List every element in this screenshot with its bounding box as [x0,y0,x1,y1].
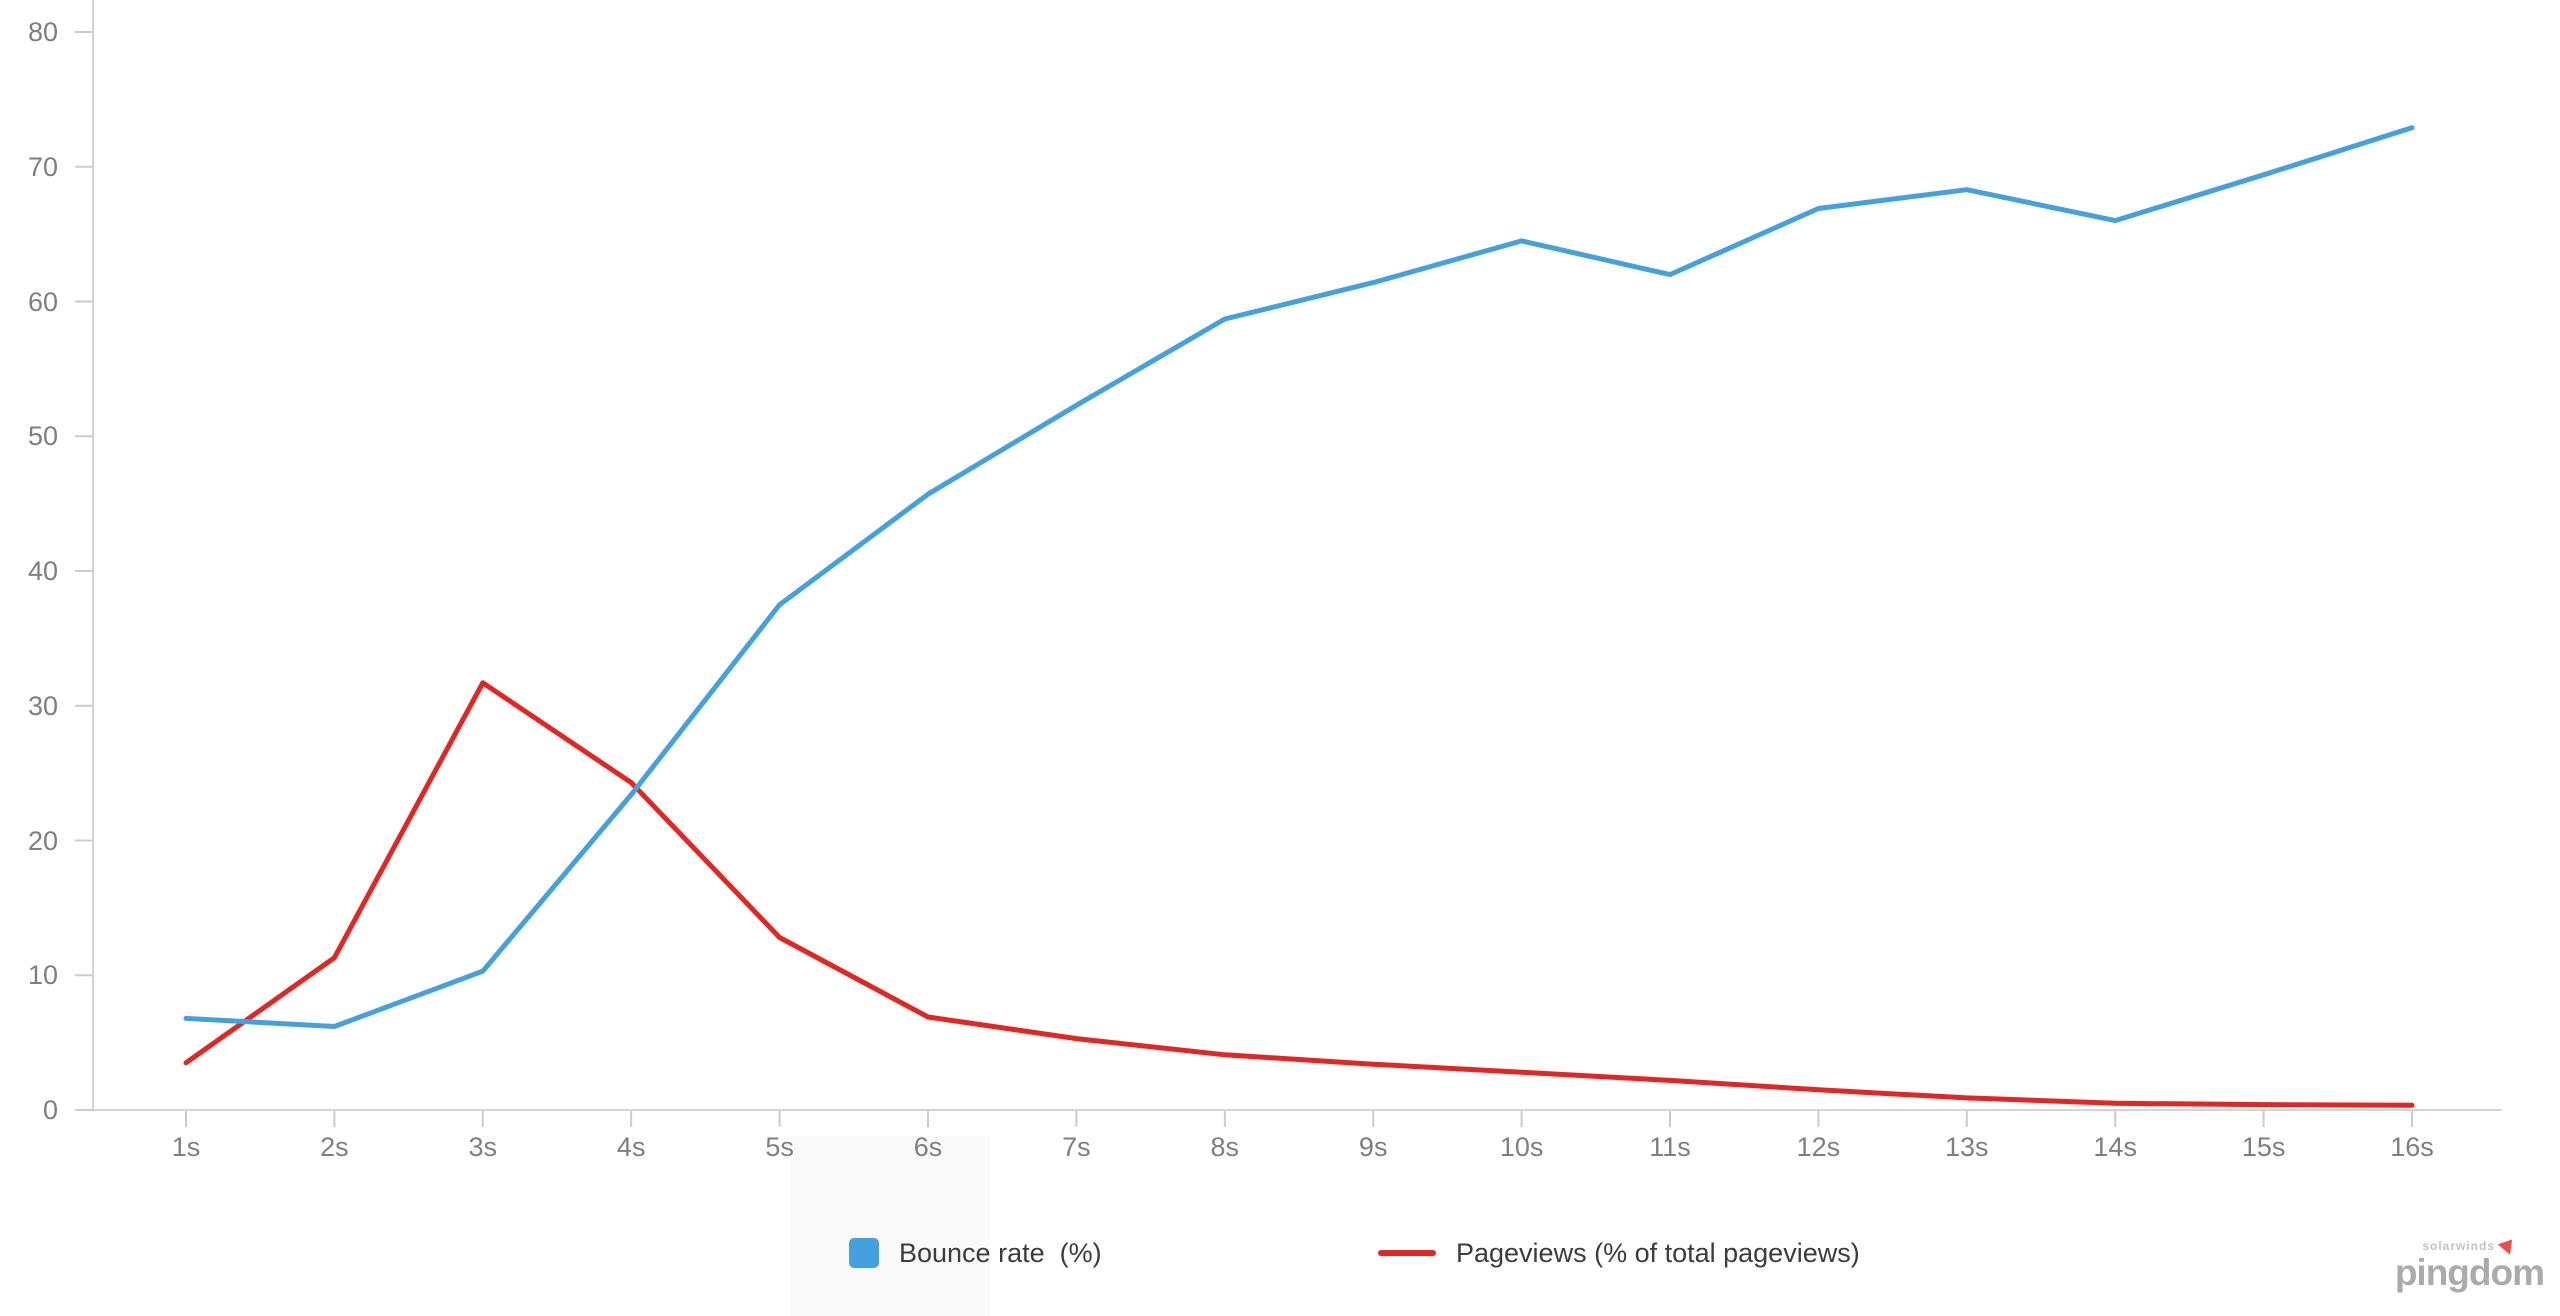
pageviews-legend-swatch [1378,1250,1436,1256]
x-axis-label: 11s [1649,1132,1691,1162]
bounce-rate-legend-swatch [849,1238,879,1268]
x-axis-label: 14s [2093,1132,2137,1162]
x-axis-label: 10s [1499,1132,1544,1162]
y-axis-label: 10 [27,960,58,991]
x-axis-label: 1s [171,1132,201,1162]
x-axis-label: 6s [913,1132,943,1162]
y-axis-label: 70 [27,151,58,182]
legend-item-pageviews[interactable]: Pageviews (% of total pageviews) [1378,1238,1860,1268]
x-axis-label: 2s [320,1132,349,1162]
y-axis-label: 20 [27,825,58,856]
x-axis-label: 13s [1945,1132,1989,1162]
y-axis-label: 30 [27,690,58,721]
x-axis-label: 5s [765,1132,794,1162]
x-axis-label: 7s [1062,1132,1091,1162]
pingdom-wordmark: pingdom [2394,1252,2545,1293]
y-axis-label: 80 [27,17,58,47]
x-axis-label: 3s [468,1132,498,1162]
y-axis-label: 50 [27,421,58,452]
pageviews-legend-label: Pageviews (% of total pageviews) [1456,1237,1860,1268]
x-axis-label: 16s [2390,1132,2434,1162]
x-axis-label: 12s [1796,1132,1841,1162]
x-axis-label: 15s [2241,1132,2286,1162]
solarwinds-wordmark: solarwinds [2422,1234,2519,1255]
x-axis-label: 9s [1358,1132,1388,1162]
x-axis-label: 4s [616,1132,646,1162]
legend-item-bounce-rate[interactable]: Bounce rate (%) [849,1238,1102,1268]
bounce-rate-line [183,125,2415,1029]
axis-ticks [75,31,2413,1127]
y-axis-label: 60 [27,286,58,317]
solarwinds-text: solarwinds [2422,1239,2495,1253]
bounce-rate-legend-label: Bounce rate (%) [899,1237,1102,1268]
pageviews-line [183,680,2415,1108]
y-axis-label: 0 [42,1095,58,1125]
x-axis-label: 8s [1210,1132,1240,1162]
pingdom-logo: solarwinds pingdom [2354,1234,2545,1293]
y-axis-label: 40 [27,556,58,586]
legend-highlight-band [790,1136,990,1316]
